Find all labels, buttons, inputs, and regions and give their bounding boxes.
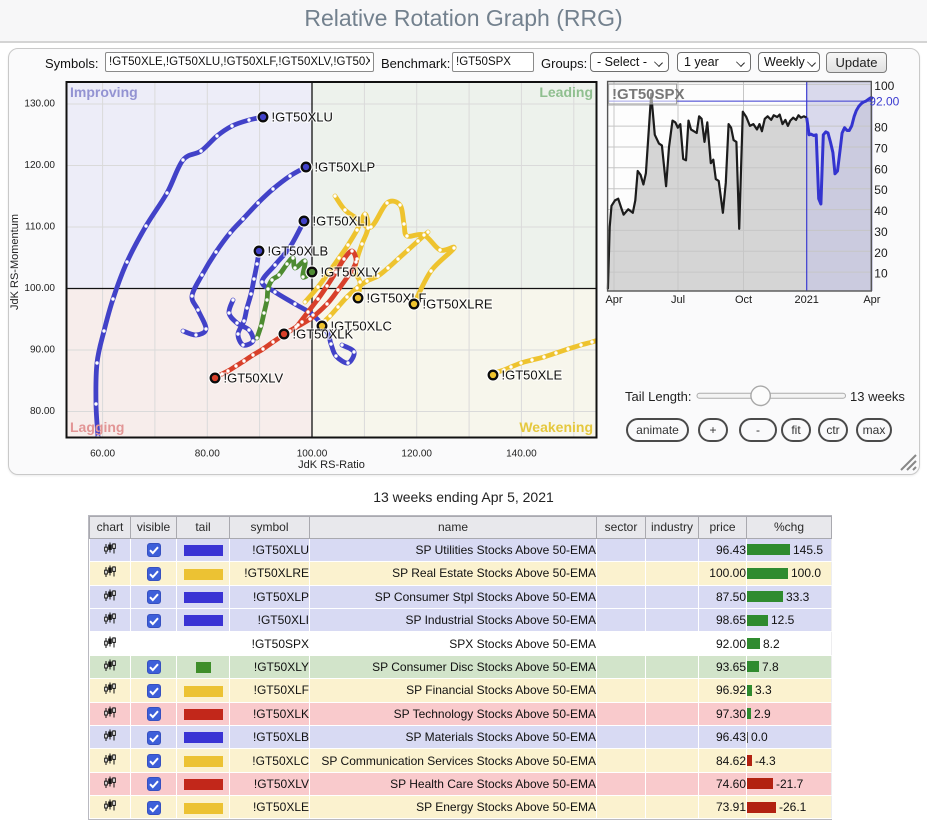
svg-text:20: 20 xyxy=(874,246,888,260)
svg-text:80.00: 80.00 xyxy=(195,449,220,460)
svg-text:!GT50SPX: !GT50SPX xyxy=(612,86,685,103)
svg-text:JdK RS-Ratio: JdK RS-Ratio xyxy=(298,459,365,471)
svg-text:Lagging: Lagging xyxy=(70,419,124,435)
svg-text:120.00: 120.00 xyxy=(24,160,55,171)
svg-text:!GT50XLV: !GT50XLV xyxy=(224,371,284,386)
svg-text:JdK RS-Momentum: JdK RS-Momentum xyxy=(9,214,21,310)
svg-text:Jul: Jul xyxy=(671,294,685,306)
svg-text:Apr: Apr xyxy=(605,294,622,306)
svg-text:100.00: 100.00 xyxy=(24,283,55,294)
svg-text:!GT50XLB: !GT50XLB xyxy=(268,244,329,259)
svg-text:!GT50XLI: !GT50XLI xyxy=(313,214,369,229)
svg-text:92.00: 92.00 xyxy=(869,95,899,109)
svg-text:!GT50XLB: !GT50XLB xyxy=(268,244,329,259)
svg-text:!GT50XLK: !GT50XLK xyxy=(293,327,354,342)
svg-text:80.00: 80.00 xyxy=(30,406,55,417)
svg-text:!GT50XLE: !GT50XLE xyxy=(502,368,563,383)
svg-text:!GT50XLRE: !GT50XLRE xyxy=(423,297,493,312)
svg-text:Oct: Oct xyxy=(735,294,752,306)
svg-text:140.00: 140.00 xyxy=(506,449,537,460)
svg-text:Apr: Apr xyxy=(863,294,880,306)
svg-text:10: 10 xyxy=(874,267,888,281)
svg-text:!GT50XLK: !GT50XLK xyxy=(293,327,354,342)
svg-text:!GT50XLP: !GT50XLP xyxy=(315,160,376,175)
svg-text:90.00: 90.00 xyxy=(30,345,55,356)
svg-text:130.00: 130.00 xyxy=(24,99,55,110)
svg-text:!GT50XLV: !GT50XLV xyxy=(224,371,284,386)
svg-text:80: 80 xyxy=(874,121,888,135)
svg-text:Weakening: Weakening xyxy=(519,419,593,435)
svg-text:100.00: 100.00 xyxy=(297,449,328,460)
svg-text:100: 100 xyxy=(874,79,894,93)
svg-text:!GT50XLU: !GT50XLU xyxy=(272,110,333,125)
svg-text:!GT50XLC: !GT50XLC xyxy=(331,319,392,334)
svg-text:110.00: 110.00 xyxy=(25,222,55,233)
svg-text:50: 50 xyxy=(874,183,888,197)
svg-text:!GT50XLE: !GT50XLE xyxy=(502,368,563,383)
svg-text:Improving: Improving xyxy=(70,84,138,100)
svg-text:!GT50XLRE: !GT50XLRE xyxy=(423,297,493,312)
svg-text:!GT50XLU: !GT50XLU xyxy=(272,110,333,125)
svg-text:40: 40 xyxy=(874,204,888,218)
svg-text:70: 70 xyxy=(874,142,888,156)
svg-text:!GT50XLI: !GT50XLI xyxy=(313,214,369,229)
svg-text:!GT50XLY: !GT50XLY xyxy=(321,265,381,280)
svg-text:2021: 2021 xyxy=(794,294,818,306)
svg-text:60.00: 60.00 xyxy=(90,449,115,460)
svg-text:Leading: Leading xyxy=(539,84,593,100)
svg-text:!GT50XLP: !GT50XLP xyxy=(315,160,376,175)
svg-text:!GT50XLC: !GT50XLC xyxy=(331,319,392,334)
svg-text:30: 30 xyxy=(874,225,888,239)
svg-text:60: 60 xyxy=(874,162,888,176)
svg-text:!GT50XLY: !GT50XLY xyxy=(321,265,381,280)
svg-text:120.00: 120.00 xyxy=(401,449,432,460)
